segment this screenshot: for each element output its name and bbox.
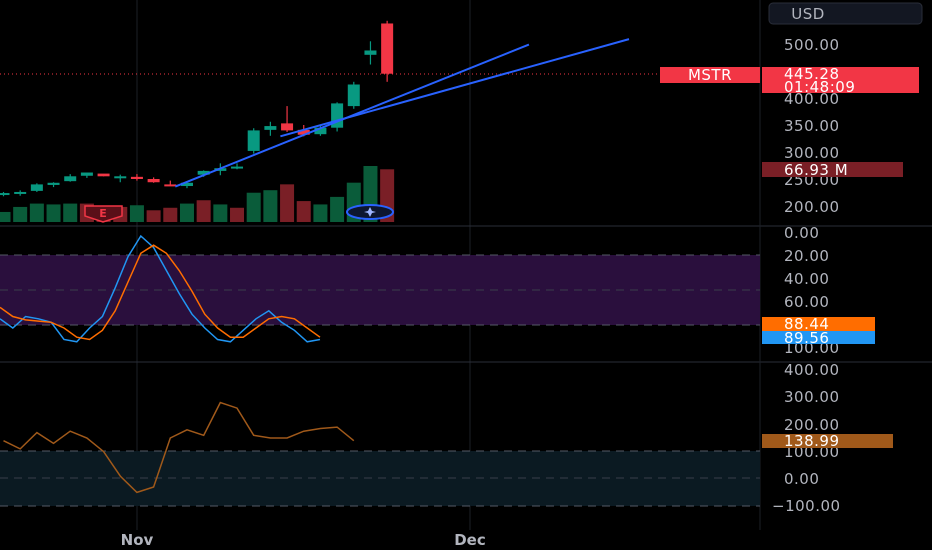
compass-star-icon <box>364 207 376 217</box>
cci-value: 138.99 <box>784 432 840 450</box>
earnings-flag-icon <box>84 205 123 223</box>
cci-badge: 138.99 <box>762 432 893 450</box>
candle-body <box>114 176 127 179</box>
stoch-tick: 40.00 <box>784 270 829 288</box>
volume-bar <box>230 207 245 222</box>
trendline <box>280 38 630 138</box>
volume-bar <box>263 190 278 222</box>
volume-bar <box>163 207 178 222</box>
volume-bar <box>313 204 328 222</box>
currency-button[interactable]: USD <box>768 2 923 25</box>
volume-bar <box>0 211 11 222</box>
stoch-k-value: 89.56 <box>784 329 829 347</box>
candle-body <box>0 193 10 196</box>
candle-body <box>231 166 244 169</box>
candle-body <box>314 127 327 135</box>
volume-value: 66.93 M <box>784 161 848 179</box>
price-tick: 300.00 <box>784 144 840 162</box>
volume-bar <box>29 203 44 222</box>
time-tick-nov: Nov <box>121 531 154 549</box>
candle-body <box>147 179 160 183</box>
price-tick: 350.00 <box>784 117 840 135</box>
stoch-k-line <box>0 234 321 343</box>
volume-bar <box>179 203 194 222</box>
time-axis[interactable]: Nov Dec <box>121 531 486 549</box>
cci-tick: 400.00 <box>784 361 840 379</box>
volume-bar <box>129 205 144 222</box>
candle-body <box>164 184 177 187</box>
earnings-marker[interactable]: E <box>84 205 123 223</box>
candle-body <box>381 23 394 74</box>
candle-body <box>14 191 27 194</box>
symbol-label: MSTR <box>688 66 732 84</box>
stoch-k-badge: 89.56 <box>762 329 875 347</box>
price-axis[interactable]: 500.00 400.00 350.00 300.00 250.00 200.0… <box>784 36 840 216</box>
volume-bar <box>63 203 78 222</box>
volume-bar <box>296 201 311 222</box>
candle-body <box>30 184 43 191</box>
stoch-tick: 20.00 <box>784 247 829 265</box>
candle-body <box>247 130 260 151</box>
cci-tick: 200.00 <box>784 416 840 434</box>
cci-series-line <box>3 401 355 494</box>
candle-body <box>47 182 60 185</box>
candle-body <box>80 172 93 176</box>
volume-bar <box>213 204 228 222</box>
candle-body <box>197 170 210 175</box>
candle-body <box>281 123 294 131</box>
price-tick: 400.00 <box>784 90 840 108</box>
candle-body <box>97 173 110 177</box>
price-tick: 500.00 <box>784 36 840 54</box>
candle-body <box>297 129 310 135</box>
candle-body <box>130 176 143 179</box>
cci-tick: 0.00 <box>784 470 819 488</box>
cci-axis[interactable]: 400.00 300.00 200.00 100.00 0.00 −100.00 <box>772 361 841 515</box>
volume-badge: 66.93 M <box>762 161 903 179</box>
trendlines[interactable] <box>174 38 630 188</box>
volume-bar <box>280 184 295 222</box>
volume-bar <box>146 210 161 222</box>
stoch-tick: 0.00 <box>784 224 819 242</box>
volume-bar <box>13 206 28 222</box>
volume-bar <box>196 200 211 222</box>
cci-tick: −100.00 <box>772 497 841 515</box>
currency-label: USD <box>791 5 825 23</box>
stoch-d-badge: 88.44 <box>762 315 875 333</box>
cci-line <box>3 401 355 494</box>
stoch-tick: 60.00 <box>784 293 829 311</box>
candle-body <box>264 126 277 130</box>
cci-tick: 300.00 <box>784 388 840 406</box>
candle-body <box>180 182 193 187</box>
stochastic-lines <box>0 234 321 343</box>
bar-countdown: 01:48:09 <box>784 78 855 96</box>
stoch-d-value: 88.44 <box>784 315 829 333</box>
volume-bar <box>246 192 261 222</box>
candle-body <box>64 176 77 182</box>
price-tick: 200.00 <box>784 198 840 216</box>
time-tick-dec: Dec <box>454 531 486 549</box>
volume-bar <box>330 196 345 222</box>
last-price-badge: 445.28 01:48:09 <box>762 65 919 96</box>
stoch-d-line <box>0 244 321 341</box>
earnings-marker-label: E <box>99 207 107 220</box>
candle-body <box>347 84 360 107</box>
candle-body <box>364 50 377 55</box>
compass-marker[interactable] <box>346 204 394 220</box>
symbol-tag: MSTR <box>660 66 760 84</box>
last-price-value: 445.28 <box>784 65 840 83</box>
volume-bar <box>46 204 61 222</box>
